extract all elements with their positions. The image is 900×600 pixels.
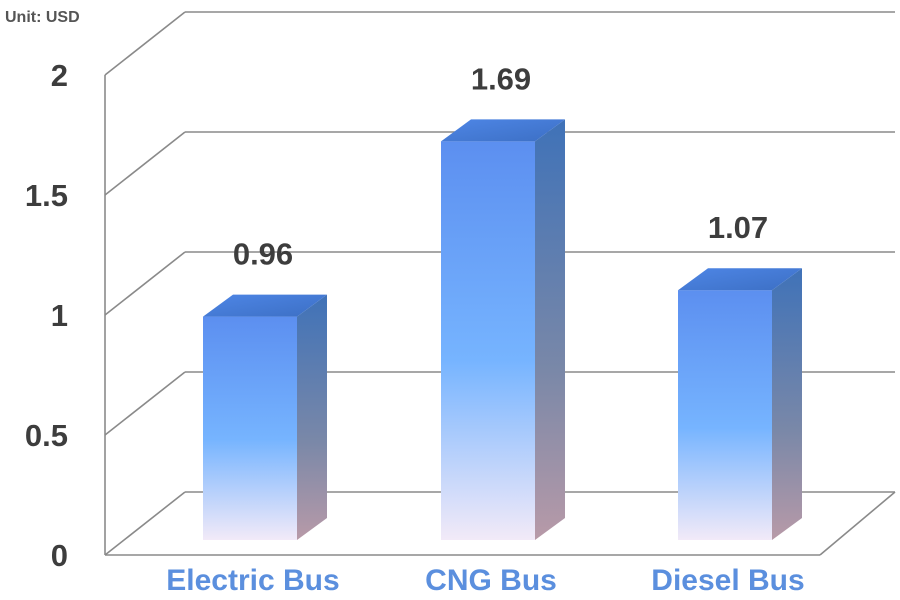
category-label: CNG Bus	[425, 564, 557, 597]
y-tick-label: 0.5	[25, 418, 68, 453]
bar-front	[678, 290, 772, 540]
value-label: 1.69	[471, 61, 531, 96]
bar-top	[678, 268, 802, 291]
floor-right-edge	[819, 491, 896, 556]
y-tick-label: 1.5	[25, 178, 68, 213]
bar-top	[441, 119, 565, 142]
gridline-depth	[104, 491, 186, 556]
y-axis-ticks: 0 0.5 1 1.5 2	[25, 58, 68, 573]
bar	[678, 268, 802, 540]
gridline-depth	[104, 371, 186, 436]
value-label: 1.07	[708, 210, 768, 245]
y-tick-label: 1	[51, 298, 68, 333]
gridline-depth	[104, 251, 186, 316]
bar-side	[297, 294, 327, 540]
bar	[441, 119, 565, 541]
category-labels: Electric Bus CNG Bus Diesel Bus	[166, 564, 804, 597]
bar-front	[203, 316, 297, 540]
value-label: 0.96	[233, 237, 293, 272]
bar-side	[772, 268, 802, 540]
bar-side	[535, 119, 565, 541]
category-label: Electric Bus	[166, 564, 339, 597]
y-tick-label: 0	[51, 538, 68, 573]
value-labels: 0.96 1.69 1.07	[233, 61, 768, 271]
bar-top	[203, 294, 327, 317]
gridline-depth	[104, 11, 186, 76]
unit-label: Unit: USD	[5, 9, 80, 26]
bar-front	[441, 141, 535, 540]
bars	[203, 119, 802, 541]
y-tick-label: 2	[51, 58, 68, 93]
bar	[203, 294, 327, 540]
category-label: Diesel Bus	[651, 564, 804, 597]
gridline-depth	[104, 131, 186, 196]
